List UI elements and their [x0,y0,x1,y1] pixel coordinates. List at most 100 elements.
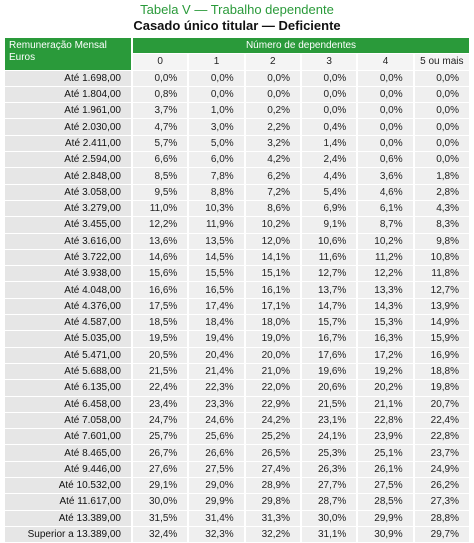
table-row: Até 6.458,00 23,4% 23,3% 22,9% 21,5% 21,1% 20,… [5,396,469,412]
table-row: Até 1.804,00 0,8% 0,0% 0,0% 0,0% 0,0% 0,0% [5,86,469,103]
cell: 31,5% [133,510,188,526]
cell: 19,0% [245,331,300,347]
cell: 21,5% [301,396,357,412]
cell: 26,2% [414,478,469,494]
cell: 0,0% [414,135,469,152]
cell: 23,4% [133,396,188,412]
table-row: Até 10.532,00 29,1% 29,0% 28,9% 27,7% 27,5% 26… [5,478,469,494]
cell: 0,8% [133,86,188,103]
row-label: Até 2.411,00 [5,135,131,152]
row-label: Até 3.279,00 [5,200,131,217]
cell: 19,2% [358,363,413,380]
cell: 0,0% [414,152,469,168]
column-header: 2 [245,54,300,70]
cell: 19,6% [301,363,357,380]
cell: 12,7% [301,266,357,282]
row-label: Até 5.035,00 [5,331,131,347]
cell: 0,0% [301,103,357,119]
row-label: Até 3.058,00 [5,184,131,200]
row-label: Até 8.465,00 [5,445,131,461]
row-label: Até 7.058,00 [5,412,131,429]
table-row: Até 7.058,00 24,7% 24,6% 24,2% 23,1% 22,8% 22,… [5,412,469,429]
cell: 0,0% [358,119,413,135]
cell: 20,5% [133,347,188,363]
row-label: Até 4.376,00 [5,298,131,315]
cell: 19,8% [414,380,469,396]
row-label: Até 3.616,00 [5,233,131,249]
table-body: Até 1.698,00 0,0% 0,0% 0,0% 0,0% 0,0% 0,0% Até … [5,70,469,543]
cell: 11,8% [414,266,469,282]
row-label: Até 3.938,00 [5,266,131,282]
table-row: Até 9.446,00 27,6% 27,5% 27,4% 26,3% 26,1% 24,… [5,461,469,478]
cell: 19,5% [133,331,188,347]
cell: 24,2% [245,412,300,429]
cell: 25,1% [358,445,413,461]
cell: 6,6% [133,152,188,168]
table-row: Até 11.617,00 30,0% 29,9% 29,8% 28,7% 28,5% 27… [5,494,469,510]
cell: 22,4% [414,412,469,429]
cell: 13,6% [133,233,188,249]
cell: 0,0% [358,70,413,86]
cell: 1,8% [414,168,469,184]
cell: 24,7% [133,412,188,429]
cell: 0,0% [133,70,188,86]
cell: 22,8% [414,429,469,445]
cell: 30,9% [358,526,413,543]
cell: 14,3% [358,298,413,315]
cell: 3,7% [133,103,188,119]
cell: 29,7% [414,526,469,543]
cell: 3,2% [245,135,300,152]
cell: 17,4% [189,298,244,315]
cell: 6,2% [245,168,300,184]
cell: 8,6% [245,200,300,217]
column-header: 4 [358,54,413,70]
cell: 28,5% [358,494,413,510]
cell: 14,5% [189,249,244,266]
cell: 27,5% [358,478,413,494]
cell: 26,5% [245,445,300,461]
cell: 9,1% [301,217,357,233]
table-row: Até 5.471,00 20,5% 20,4% 20,0% 17,6% 17,2% 16,… [5,347,469,363]
cell: 4,3% [414,200,469,217]
cell: 0,0% [189,70,244,86]
table-row: Até 2.594,00 6,6% 6,0% 4,2% 2,4% 0,6% 0,0% [5,152,469,168]
cell: 0,0% [414,119,469,135]
cell: 0,6% [358,152,413,168]
cell: 5,7% [133,135,188,152]
cell: 22,9% [245,396,300,412]
cell: 29,9% [189,494,244,510]
cell: 29,0% [189,478,244,494]
cell: 0,0% [245,70,300,86]
table-row: Até 2.411,00 5,7% 5,0% 3,2% 1,4% 0,0% 0,0% [5,135,469,152]
cell: 26,3% [301,461,357,478]
cell: 14,1% [245,249,300,266]
cell: 16,3% [358,331,413,347]
column-header: 1 [189,54,244,70]
cell: 11,6% [301,249,357,266]
title: Tabela V — Trabalho dependente [140,2,334,17]
row-label: Até 6.458,00 [5,396,131,412]
cell: 31,3% [245,510,300,526]
tax-table: Remuneração Mensal Euros Número de depen… [3,37,471,543]
cell: 32,3% [189,526,244,543]
cell: 7,8% [189,168,244,184]
cell: 28,7% [301,494,357,510]
row-label: Até 2.594,00 [5,152,131,168]
table-row: Até 2.848,00 8,5% 7,8% 6,2% 4,4% 3,6% 1,8% [5,168,469,184]
cell: 22,8% [358,412,413,429]
cell: 18,5% [133,315,188,331]
table-row: Até 3.938,00 15,6% 15,5% 15,1% 12,7% 12,2% 11,… [5,266,469,282]
cell: 21,1% [358,396,413,412]
cell: 3,6% [358,168,413,184]
cell: 22,4% [133,380,188,396]
cell: 16,6% [133,282,188,298]
cell: 8,8% [189,184,244,200]
cell: 14,9% [414,315,469,331]
cell: 29,9% [358,510,413,526]
row-label: Até 3.722,00 [5,249,131,266]
cell: 5,4% [301,184,357,200]
cell: 22,3% [189,380,244,396]
cell: 32,4% [133,526,188,543]
cell: 4,2% [245,152,300,168]
